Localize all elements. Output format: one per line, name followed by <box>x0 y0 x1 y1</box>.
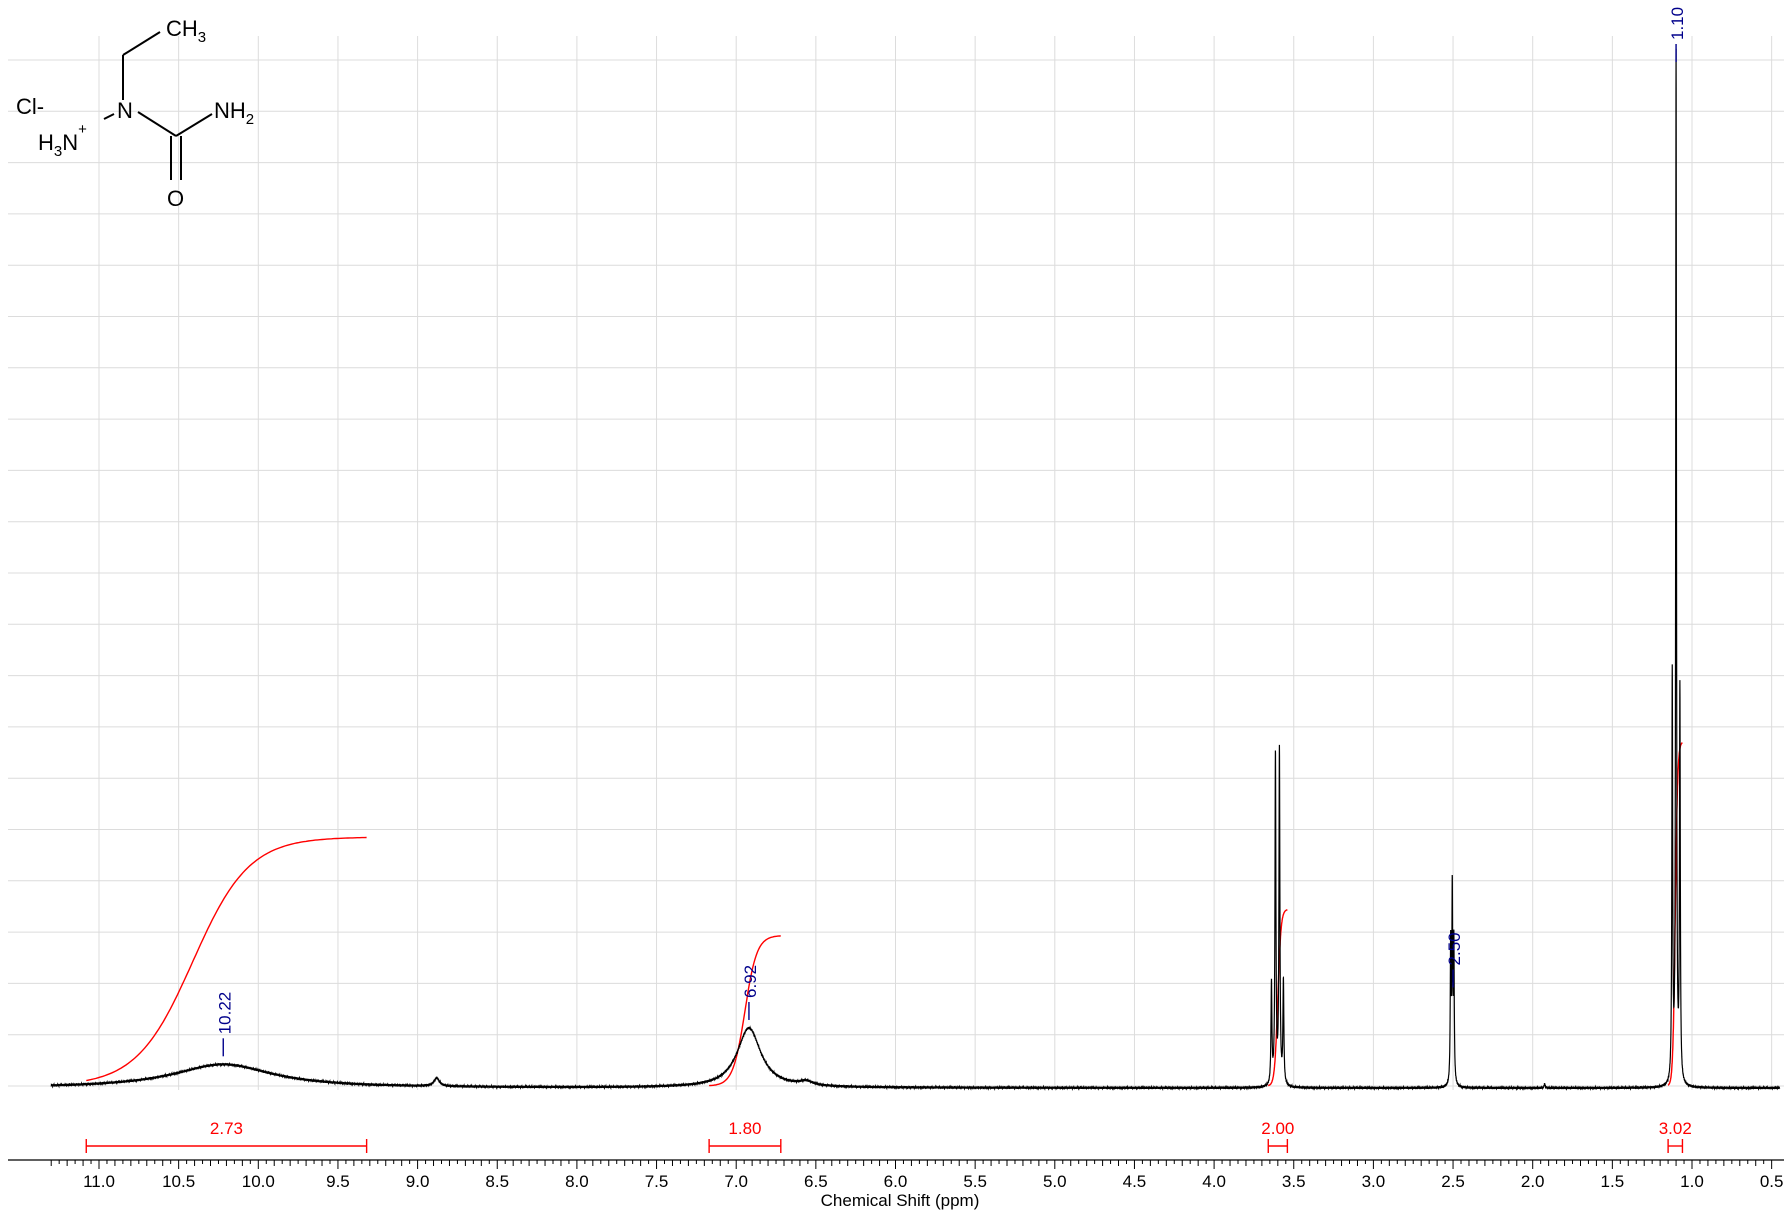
integral-bar: 1.80 <box>708 1119 782 1153</box>
x-tick-label: 7.5 <box>645 1172 669 1191</box>
atom-o: O <box>167 186 184 211</box>
x-tick-label: 6.5 <box>804 1172 828 1191</box>
integral-bar: 2.00 <box>1261 1119 1294 1153</box>
integral-value: 2.00 <box>1261 1119 1294 1138</box>
peak-label-text: 2.50 <box>1445 932 1464 965</box>
x-tick-label: 3.0 <box>1362 1172 1386 1191</box>
counter-ion: Cl- <box>16 94 44 119</box>
atom-ch3: CH3 <box>166 16 206 46</box>
x-tick-label: 4.0 <box>1202 1172 1226 1191</box>
peak-label-text: 6.92 <box>741 965 760 998</box>
x-tick-label: 10.0 <box>242 1172 275 1191</box>
peak-labels: 10.22 6.92 2.50 1.10 <box>215 7 1687 1057</box>
x-tick-label: 9.0 <box>406 1172 430 1191</box>
integral-curve <box>86 836 367 1082</box>
x-tick-label: 7.0 <box>724 1172 748 1191</box>
integral-bar: 2.73 <box>85 1119 368 1153</box>
peak-label: 10.22 <box>215 992 234 1057</box>
grid-lines <box>8 36 1784 1090</box>
x-tick-label: 0.5 <box>1760 1172 1784 1191</box>
chemical-structure: CH3 N NH2 O Cl- H3N+ <box>16 16 254 211</box>
spectrum-trace <box>50 48 1781 1092</box>
x-tick-label: 8.0 <box>565 1172 589 1191</box>
peak-label: 6.92 <box>741 965 760 1020</box>
peak-label: 1.10 <box>1668 7 1687 62</box>
integral-bar: 3.02 <box>1659 1119 1692 1153</box>
x-tick-label: 1.5 <box>1601 1172 1625 1191</box>
x-tick-label: 2.0 <box>1521 1172 1545 1191</box>
integral-value: 1.80 <box>728 1119 761 1138</box>
x-tick-label: 2.5 <box>1441 1172 1465 1191</box>
integral-value: 3.02 <box>1659 1119 1692 1138</box>
integral-value: 2.73 <box>210 1119 243 1138</box>
atom-n: N <box>117 98 133 123</box>
x-axis: 11.0 10.5 10.0 9.5 9.0 8.5 8.0 7.5 7.0 6.5 6.0 5.5 5… <box>8 1159 1784 1191</box>
x-tick-label: 3.5 <box>1282 1172 1306 1191</box>
x-tick-label: 5.0 <box>1043 1172 1067 1191</box>
atom-h3n: H3N+ <box>38 121 87 160</box>
integral-bars: 2.73 1.80 2.00 3.02 <box>85 1119 1692 1153</box>
integral-curves <box>86 742 1683 1087</box>
peak-label-text: 10.22 <box>215 992 234 1035</box>
x-tick-label: 11.0 <box>83 1172 115 1191</box>
x-tick-label: 6.0 <box>884 1172 908 1191</box>
x-axis-label: Chemical Shift (ppm) <box>821 1191 980 1210</box>
x-tick-label: 8.5 <box>485 1172 509 1191</box>
atom-nh2: NH2 <box>214 98 254 128</box>
integral-curve <box>709 935 781 1087</box>
peak-label-text: 1.10 <box>1668 7 1687 40</box>
x-tick-label: 5.5 <box>963 1172 987 1191</box>
x-tick-label: 10.5 <box>162 1172 195 1191</box>
peak-label: 2.50 <box>1445 932 1464 988</box>
x-tick-label: 4.5 <box>1123 1172 1147 1191</box>
x-tick-label: 1.0 <box>1680 1172 1704 1191</box>
x-tick-label: 9.5 <box>326 1172 350 1191</box>
